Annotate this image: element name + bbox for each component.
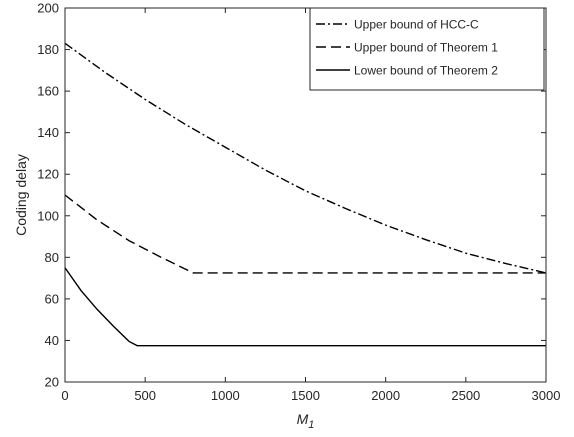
plot-frame xyxy=(64,7,547,383)
x-tick-label: 1500 xyxy=(291,388,320,403)
legend-label-2: Upper bound of Theorem 1 xyxy=(354,41,498,55)
y-tick-label: 160 xyxy=(37,84,59,99)
y-axis-title: Coding delay xyxy=(13,154,29,236)
x-tick-label: 2500 xyxy=(451,388,480,403)
x-tick-label: 3000 xyxy=(532,388,561,403)
series-line-2 xyxy=(64,194,546,274)
x-tick-label: 0 xyxy=(61,388,68,403)
x-axis-title: M1 xyxy=(297,411,315,431)
ticks-layer: 0 500 1000 1500 2000 2500 3000 20 40 60 80 100 120 14… xyxy=(37,1,560,404)
y-tick-label: 40 xyxy=(45,333,59,348)
series-line-1 xyxy=(64,42,547,274)
series-line-3 xyxy=(64,267,546,347)
y-tick-label: 60 xyxy=(45,291,59,306)
y-tick-label: 140 xyxy=(37,125,59,140)
legend-label-1: Upper bound of HCC-C xyxy=(354,18,479,32)
x-tick-label: 500 xyxy=(134,388,156,403)
x-tick-label: 1000 xyxy=(211,388,240,403)
y-tick-label: 20 xyxy=(45,375,59,390)
x-tick-label: 2000 xyxy=(371,388,400,403)
y-tick-label: 180 xyxy=(37,42,59,57)
y-tick-label: 200 xyxy=(37,1,59,16)
y-tick-label: 80 xyxy=(45,250,59,265)
y-tick-label: 120 xyxy=(37,167,59,182)
x-axis-title-main: M xyxy=(297,411,309,427)
legend-box xyxy=(309,7,545,91)
y-tick-label: 100 xyxy=(37,208,59,223)
x-axis-title-subscript: 1 xyxy=(308,419,314,431)
series-layer xyxy=(64,42,547,347)
legend: Upper bound of HCC-C Upper bound of Theor… xyxy=(309,7,545,91)
legend-label-3: Lower bound of Theorem 2 xyxy=(354,64,498,78)
